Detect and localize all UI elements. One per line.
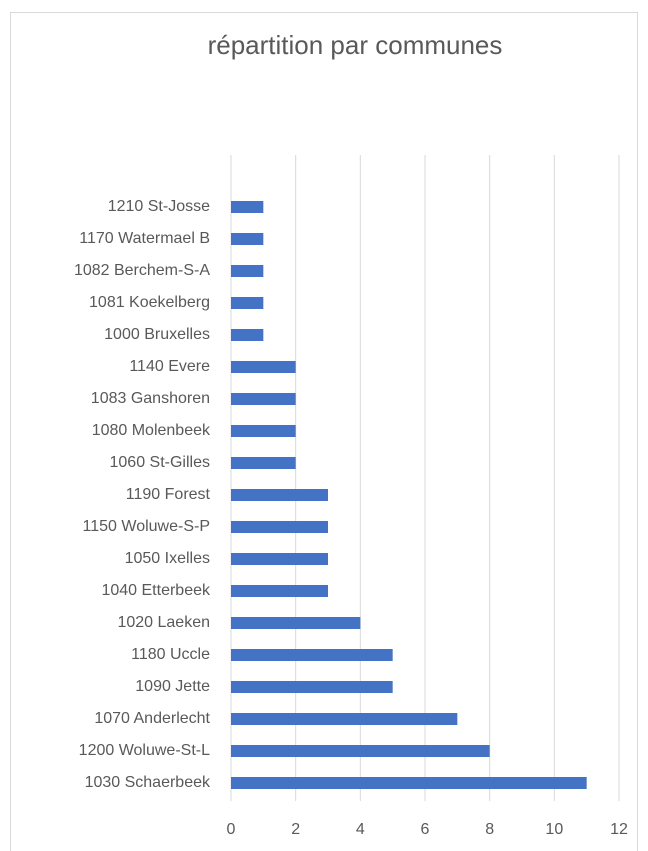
x-tick-label: 6 [421, 821, 430, 838]
x-tick-label: 10 [545, 821, 563, 838]
bar [231, 489, 328, 501]
y-tick-label: 1060 St-Gilles [110, 454, 211, 471]
y-tick-label: 1050 Ixelles [125, 550, 210, 567]
y-tick-label: 1150 Woluwe-S-P [83, 518, 210, 535]
bar [231, 393, 296, 405]
y-tick-label: 1082 Berchem-S-A [74, 262, 210, 279]
y-tick-label: 1083 Ganshoren [91, 390, 210, 407]
bar [231, 617, 361, 629]
chart-title: répartition par communes [208, 30, 503, 60]
y-tick-label: 1000 Bruxelles [104, 326, 210, 343]
y-tick-label: 1170 Watermael B [79, 230, 210, 247]
y-tick-label: 1081 Koekelberg [89, 294, 210, 311]
bar [231, 425, 296, 437]
x-tick-label: 12 [610, 821, 628, 838]
x-tick-label: 8 [485, 821, 494, 838]
bar [231, 329, 264, 341]
chart-frame [10, 12, 638, 851]
bar [231, 553, 328, 565]
x-tick-label: 4 [356, 821, 365, 838]
x-tick-label: 0 [227, 821, 236, 838]
bar [231, 649, 393, 661]
y-tick-label: 1200 Woluwe-St-L [79, 742, 210, 759]
y-tick-label: 1190 Forest [126, 486, 211, 503]
y-tick-label: 1020 Laeken [117, 614, 210, 631]
y-tick-label: 1030 Schaerbeek [85, 774, 211, 791]
bar [231, 201, 264, 213]
y-tick-label: 1210 St-Josse [108, 198, 210, 215]
bar [231, 713, 458, 725]
bar [231, 265, 264, 277]
y-tick-label: 1090 Jette [135, 678, 210, 695]
x-tick-label: 2 [291, 821, 300, 838]
bar [231, 681, 393, 693]
bar [231, 585, 328, 597]
bar [231, 233, 264, 245]
y-tick-label: 1070 Anderlecht [94, 710, 210, 727]
y-tick-label: 1040 Etterbeek [101, 582, 211, 599]
y-tick-label: 1080 Molenbeek [92, 422, 211, 439]
bar [231, 361, 296, 373]
bar [231, 297, 264, 309]
y-tick-label: 1140 Evere [129, 358, 210, 375]
y-tick-label: 1180 Uccle [131, 646, 210, 663]
bar [231, 521, 328, 533]
bar [231, 457, 296, 469]
bar [231, 777, 587, 789]
bar [231, 745, 490, 757]
